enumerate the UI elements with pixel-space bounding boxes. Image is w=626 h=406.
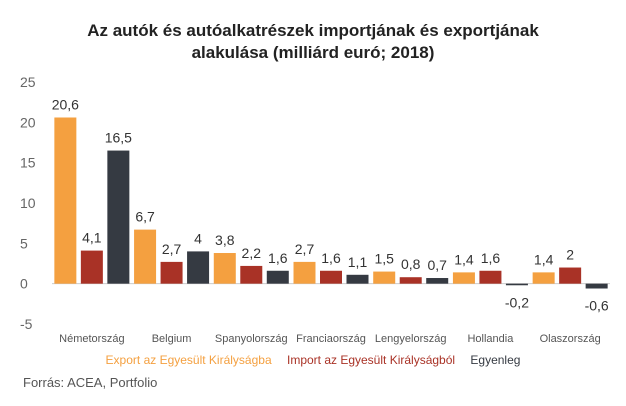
data-label: 1,6 bbox=[321, 250, 341, 266]
bar-export bbox=[134, 229, 157, 284]
bar-import bbox=[559, 267, 582, 284]
data-label: 1,4 bbox=[534, 251, 554, 267]
x-category-label: Spanyolország bbox=[215, 333, 288, 345]
x-category-label: Belgium bbox=[152, 333, 192, 345]
data-label: 1,6 bbox=[481, 250, 501, 266]
bar-export bbox=[213, 253, 236, 284]
y-tick-label: 20 bbox=[20, 114, 36, 130]
chart-title: Az autók és autóalkatrészek importjának … bbox=[0, 20, 626, 64]
bar-balance bbox=[346, 274, 369, 284]
data-label: 1,4 bbox=[454, 251, 474, 267]
data-label: -0,6 bbox=[585, 298, 609, 314]
legend-export: Export az Egyesült Királyságba bbox=[105, 353, 272, 367]
legend: Export az Egyesült Királyságba Import az… bbox=[0, 353, 626, 367]
bar-balance bbox=[187, 251, 210, 284]
bar-export bbox=[293, 261, 316, 284]
data-label: 1,5 bbox=[374, 251, 394, 267]
data-label: 2,2 bbox=[242, 245, 262, 261]
bar-export bbox=[54, 117, 77, 284]
bar-balance bbox=[585, 283, 608, 289]
bar-import bbox=[320, 270, 342, 284]
bar-import bbox=[160, 261, 183, 284]
y-tick-label: 0 bbox=[20, 276, 28, 292]
x-category-label: Németország bbox=[59, 333, 124, 345]
y-tick-label: 25 bbox=[20, 74, 36, 90]
bar-balance bbox=[107, 150, 130, 284]
bar-balance bbox=[426, 278, 449, 284]
bar-export bbox=[452, 272, 475, 284]
legend-balance: Egyenleg bbox=[470, 353, 521, 367]
data-label: 16,5 bbox=[105, 130, 132, 146]
chart-title-line1: Az autók és autóalkatrészek importjának … bbox=[87, 21, 539, 40]
legend-import: Import az Egyesült Királyságból bbox=[286, 353, 456, 367]
x-category-label: Lengyelország bbox=[375, 333, 447, 345]
data-label: 2,7 bbox=[162, 241, 182, 257]
source-note: Forrás: ACEA, Portfolio bbox=[23, 375, 158, 390]
bar-export bbox=[373, 271, 396, 284]
data-label: 1,1 bbox=[348, 254, 368, 270]
data-label: 3,8 bbox=[215, 232, 235, 248]
x-category-label: Franciaország bbox=[296, 333, 366, 345]
data-label: 1,6 bbox=[268, 250, 288, 266]
bar-balance bbox=[505, 283, 528, 286]
bar-import bbox=[479, 270, 502, 284]
data-label: 2,7 bbox=[295, 241, 315, 257]
bar-balance bbox=[266, 270, 289, 284]
bar-import bbox=[80, 250, 103, 284]
y-tick-label: 5 bbox=[20, 235, 28, 251]
y-tick-label: 10 bbox=[20, 195, 36, 211]
bar-chart: -5 0 5 10 15 20 25 20,6 4,1 16,5 Németország 6,7 2,7… bbox=[20, 74, 610, 345]
y-tick-label: 15 bbox=[20, 155, 36, 171]
data-label: 4 bbox=[194, 230, 202, 246]
data-label: 2 bbox=[566, 247, 574, 263]
data-label: 0,8 bbox=[401, 256, 421, 272]
data-label: 6,7 bbox=[135, 209, 155, 225]
bar-export bbox=[532, 272, 555, 284]
data-label: 20,6 bbox=[52, 96, 79, 112]
data-label: -0,2 bbox=[505, 294, 529, 310]
chart-title-line2: alakulása (milliárd euró; 2018) bbox=[191, 43, 435, 62]
data-label: 0,7 bbox=[427, 257, 447, 273]
y-tick-label: -5 bbox=[20, 316, 33, 332]
x-category-label: Olaszország bbox=[540, 333, 601, 345]
data-label: 4,1 bbox=[82, 230, 102, 246]
x-category-label: Hollandia bbox=[467, 333, 514, 345]
bar-import bbox=[240, 265, 263, 284]
bar-import bbox=[399, 277, 422, 284]
